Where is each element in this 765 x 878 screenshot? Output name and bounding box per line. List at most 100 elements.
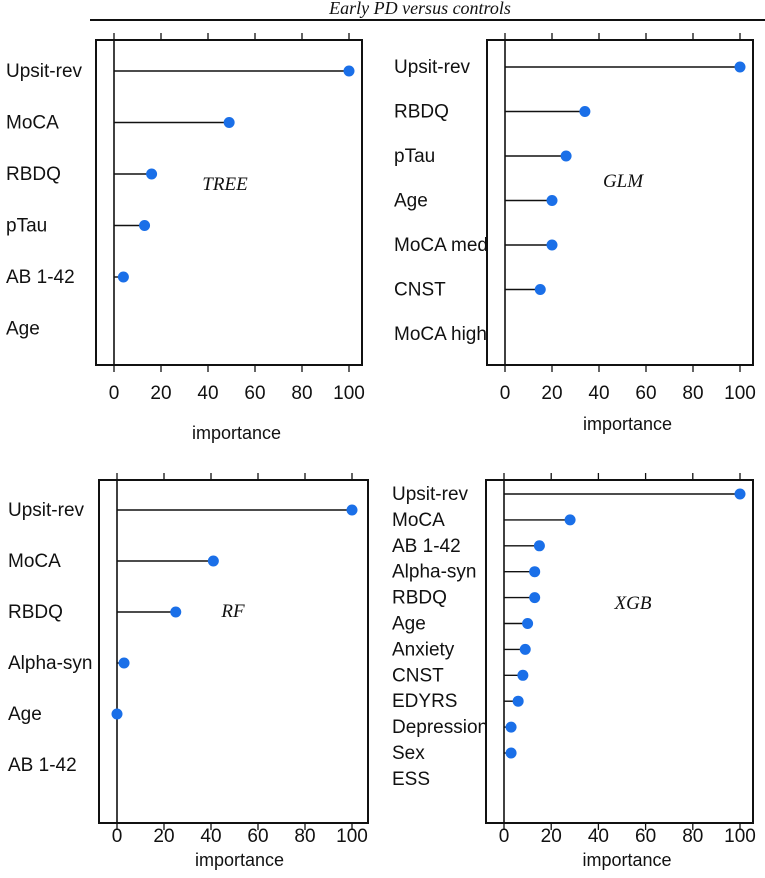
category-label: Upsit-rev [8, 500, 85, 521]
tick-label: 20 [150, 383, 171, 404]
tick-label: 0 [112, 826, 123, 847]
category-label: Upsit-rev [394, 57, 471, 78]
panel-tree: 0 20 40 60 80 100 importance TREE Upsit-rev MoCA R… [6, 33, 365, 443]
point-ptau [560, 150, 572, 162]
category-label: pTau [6, 216, 47, 237]
tick-label: 60 [635, 383, 656, 404]
category-label: Depression [392, 717, 488, 738]
x-axis-label: importance [583, 414, 672, 434]
category-label: RBDQ [392, 588, 447, 609]
model-label: RF [220, 601, 245, 622]
point-moca [223, 117, 235, 128]
tick-label: 100 [336, 826, 368, 847]
point-ab-1-42 [533, 540, 545, 552]
category-label: AB 1-42 [392, 536, 461, 557]
tick-label: 80 [682, 383, 703, 404]
point-upsit-rev [734, 488, 746, 500]
tick-label: 80 [291, 383, 312, 404]
point-cnst [517, 669, 529, 681]
tick-label: 20 [541, 826, 562, 847]
point-moca-med [546, 239, 558, 251]
point-moca [207, 555, 219, 567]
point-sex [505, 747, 517, 759]
category-label: RBDQ [394, 102, 449, 123]
category-label: AB 1-42 [8, 755, 77, 776]
point-alpha-syn [529, 566, 541, 578]
category-label: Upsit-rev [392, 484, 469, 505]
plot-frame [95, 39, 363, 366]
tick-label: 80 [294, 826, 315, 847]
tick-label: 60 [635, 826, 656, 847]
plot-frame [486, 39, 754, 366]
point-rbdq [170, 606, 182, 618]
tick-label: 0 [499, 826, 510, 847]
tick-label: 40 [588, 826, 609, 847]
tick-label: 40 [588, 383, 609, 404]
point-rbdq [146, 168, 158, 180]
tick-label: 0 [109, 383, 120, 404]
point-age [522, 618, 534, 629]
category-label: Alpha-syn [392, 562, 477, 583]
category-label: pTau [394, 146, 435, 167]
category-label: AB 1-42 [6, 267, 75, 288]
tick-label: 40 [200, 826, 221, 847]
category-label: Upsit-rev [6, 61, 83, 82]
tick-label: 80 [682, 826, 703, 847]
category-label: MoCA [8, 551, 61, 572]
tick-label: 20 [541, 383, 562, 404]
point-depression [505, 721, 517, 733]
tick-label: 100 [724, 383, 756, 404]
model-label: XGB [614, 593, 652, 614]
plot-frame [98, 479, 369, 824]
panel-rf: 0 20 40 60 80 100 importance RF Upsit-rev MoCA RBD… [8, 473, 369, 870]
category-label: Sex [392, 743, 425, 764]
tick-label: 60 [244, 383, 265, 404]
point-upsit-rev [734, 61, 746, 73]
point-upsit-rev [346, 504, 358, 516]
plot-frame [485, 479, 754, 824]
category-label: MoCA high [394, 324, 487, 345]
x-axis-label: importance [192, 423, 281, 443]
point-age [546, 195, 558, 206]
category-label: Alpha-syn [8, 653, 93, 674]
category-label: ESS [392, 769, 430, 790]
tick-label: 20 [153, 826, 174, 847]
point-rbdq [579, 106, 591, 117]
point-upsit-rev [343, 65, 355, 77]
tick-label: 100 [333, 383, 365, 404]
category-label: Anxiety [392, 639, 455, 660]
tick-label: 0 [500, 383, 511, 404]
point-ab-1-42 [117, 271, 129, 283]
panel-xgb: 0 20 40 60 80 100 importance XGB Upsit-rev MoCA AB… [392, 473, 756, 870]
category-label: CNST [394, 280, 446, 301]
point-age [111, 708, 123, 720]
point-anxiety [519, 643, 531, 655]
panel-glm: 0 20 40 60 80 100 importance GLM Upsit-rev RBDQ pT… [394, 33, 756, 434]
category-label: Age [394, 191, 428, 212]
tick-label: 60 [247, 826, 268, 847]
category-label: Age [6, 319, 40, 340]
category-label: MoCA [392, 510, 445, 531]
category-label: Age [392, 614, 426, 635]
model-label: TREE [202, 174, 248, 195]
x-axis-label: importance [582, 850, 671, 870]
category-label: Age [8, 704, 42, 725]
tick-label: 40 [197, 383, 218, 404]
tick-label: 100 [724, 826, 756, 847]
point-rbdq [529, 592, 541, 604]
figure-title: Early PD versus controls [328, 0, 511, 18]
point-moca [564, 514, 576, 526]
point-alpha-syn [118, 657, 130, 669]
category-label: MoCA [6, 113, 59, 134]
model-label: GLM [603, 171, 644, 192]
point-edyrs [512, 695, 524, 707]
category-label: RBDQ [6, 164, 61, 185]
category-label: RBDQ [8, 602, 63, 623]
category-label: CNST [392, 665, 444, 686]
category-label: MoCA med [394, 235, 488, 256]
point-cnst [534, 284, 546, 295]
x-axis-label: importance [195, 850, 284, 870]
category-label: EDYRS [392, 691, 457, 712]
point-ptau [139, 220, 151, 231]
